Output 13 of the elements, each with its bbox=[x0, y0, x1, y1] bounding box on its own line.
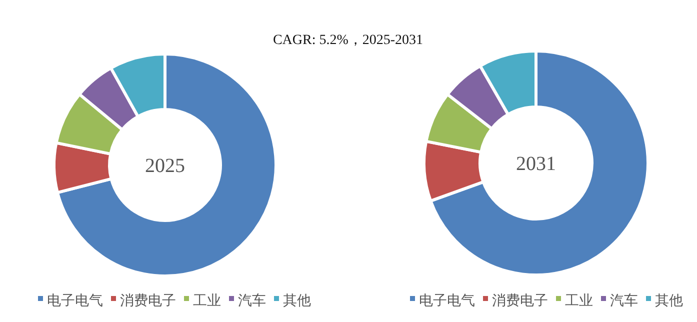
legend-label: 其他 bbox=[283, 293, 311, 309]
legend-label: 电子电气 bbox=[47, 293, 103, 309]
text: 2025 bbox=[145, 155, 185, 177]
legend-label: 消费电子 bbox=[492, 293, 548, 309]
legend-label: 电子电气 bbox=[419, 293, 475, 309]
legend-label: 汽车 bbox=[610, 293, 638, 309]
legend-label: 其他 bbox=[655, 293, 683, 309]
legend-label: 工业 bbox=[193, 293, 221, 309]
text: 2031 bbox=[516, 153, 556, 175]
legend-label: 汽车 bbox=[238, 293, 266, 309]
legend-label: 消费电子 bbox=[120, 293, 176, 309]
text: CAGR: 5.2%，2025-2031 bbox=[272, 33, 424, 48]
legend-label: 工业 bbox=[565, 293, 593, 309]
